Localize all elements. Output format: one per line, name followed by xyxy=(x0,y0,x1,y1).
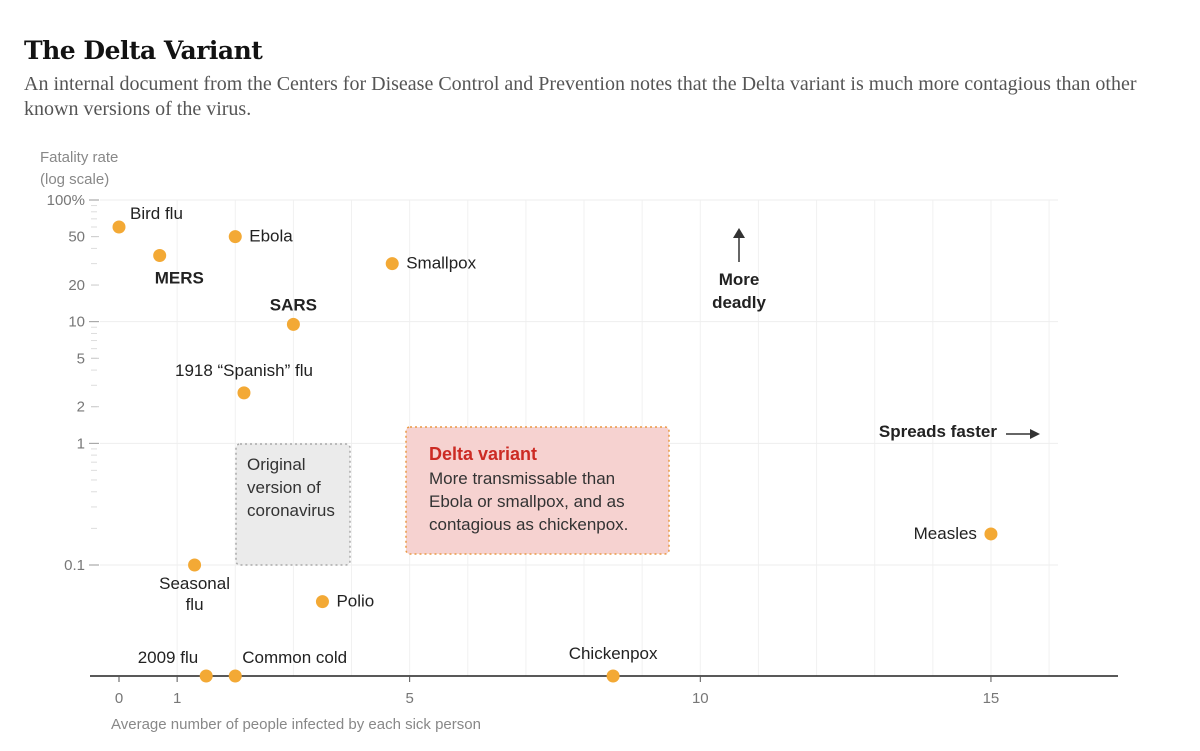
spreads-faster-label: Spreads faster xyxy=(879,422,997,441)
x-tick-label: 15 xyxy=(983,690,1000,707)
annotation-boxes xyxy=(235,426,670,566)
y-axis-title: Fatality rate xyxy=(40,149,118,166)
page-title: The Delta Variant xyxy=(24,36,263,65)
y-tick-label: 50 xyxy=(68,229,85,246)
x-tick-label: 5 xyxy=(405,690,413,707)
original-coronavirus-box xyxy=(235,443,351,566)
y-tick-label: 2 xyxy=(77,399,85,416)
data-point xyxy=(228,669,242,683)
points-layer xyxy=(112,220,998,683)
data-point xyxy=(199,669,213,683)
point-label: flu xyxy=(186,595,204,614)
point-label: Chickenpox xyxy=(569,644,658,663)
data-point xyxy=(984,527,998,541)
x-tick-label: 10 xyxy=(692,690,709,707)
delta-box-text: More transmissable than xyxy=(429,469,615,488)
y-tick-label: 1 xyxy=(77,435,85,452)
data-point xyxy=(228,230,242,244)
point-label: 1918 “Spanish” flu xyxy=(175,361,313,380)
delta-box-title: Delta variant xyxy=(429,444,537,464)
point-label: MERS xyxy=(155,268,204,287)
data-point xyxy=(153,248,167,262)
data-point xyxy=(188,558,202,572)
delta-box-text: contagious as chickenpox. xyxy=(429,515,628,534)
original-box-text: version of xyxy=(247,478,321,497)
point-label: Seasonal xyxy=(159,574,230,593)
point-label: Polio xyxy=(336,592,374,611)
delta-box-text: Ebola or smallpox, and as xyxy=(429,492,625,511)
point-label: Measles xyxy=(914,524,977,543)
annotations-layer: Original version of coronavirus Delta varia… xyxy=(247,228,1040,534)
x-tick-label: 1 xyxy=(173,690,181,707)
point-label: SARS xyxy=(270,295,317,314)
original-box-text: coronavirus xyxy=(247,501,335,520)
spreads-faster-arrowhead xyxy=(1030,429,1040,439)
point-label: Common cold xyxy=(242,648,347,667)
point-label: 2009 flu xyxy=(138,648,199,667)
y-tick-label: 10 xyxy=(68,314,85,331)
y-tick-label: 20 xyxy=(68,277,85,294)
more-deadly-arrowhead xyxy=(733,228,745,238)
data-point xyxy=(315,595,329,609)
more-deadly-label: More xyxy=(719,270,760,289)
point-label: Smallpox xyxy=(406,254,476,273)
y-axis-title: (log scale) xyxy=(40,171,109,188)
data-point xyxy=(112,220,126,234)
y-tick-label: 100% xyxy=(47,192,85,209)
original-box-text: Original xyxy=(247,455,306,474)
data-point xyxy=(237,386,251,400)
y-tick-label: 0.1 xyxy=(64,557,85,574)
data-point xyxy=(385,257,399,271)
x-axis-title: Average number of people infected by eac… xyxy=(111,716,481,733)
point-label: Ebola xyxy=(249,227,293,246)
y-tick-label: 5 xyxy=(77,350,85,367)
page-subtitle: An internal document from the Centers fo… xyxy=(24,73,1137,120)
delta-variant-box xyxy=(405,426,670,555)
labels-layer: Bird flu MERS Ebola Smallpox SARS 1918 “Spani… xyxy=(130,204,977,667)
data-point xyxy=(286,317,300,331)
data-point xyxy=(606,669,620,683)
more-deadly-label: deadly xyxy=(712,293,766,312)
point-label: Bird flu xyxy=(130,204,183,223)
x-tick-label: 0 xyxy=(115,690,123,707)
